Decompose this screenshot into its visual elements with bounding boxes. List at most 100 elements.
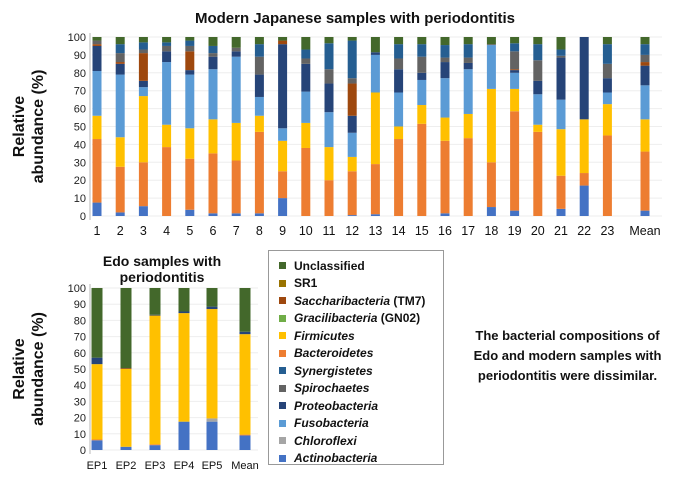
- bar-segment-firmicutes: [417, 105, 427, 124]
- x-tick-label: 19: [508, 224, 522, 238]
- bar-segment-bacteroidetes: [394, 139, 404, 216]
- bar-segment-actinobacteria: [239, 435, 251, 450]
- x-tick-label: 13: [368, 224, 382, 238]
- x-tick-label: 22: [577, 224, 591, 238]
- bar-segment-bacteroidetes: [301, 147, 311, 216]
- bar-segment-synergistetes: [324, 43, 334, 70]
- legend-item-fusobacteria: Fusobacteria: [279, 415, 443, 433]
- bar-segment-bacteroidetes: [208, 153, 218, 214]
- bar-segment-firmicutes: [510, 88, 520, 112]
- x-tick-label: EP4: [174, 460, 195, 472]
- bar-segment-actinobacteria: [440, 213, 450, 216]
- bar-segment-firmicutes: [463, 113, 473, 139]
- bar-segment-fusobacteria: [185, 74, 195, 129]
- bar-segment-unclassified: [463, 37, 473, 45]
- bar-segment-bacteroidetes: [115, 166, 125, 213]
- bar-segment-unclassified: [120, 288, 132, 369]
- chart-title: Edo samples with: [103, 253, 221, 269]
- legend-label: Spirochaetes: [294, 381, 370, 396]
- bar-segment-synergistetes: [463, 44, 473, 58]
- bar-segment-synergistetes: [347, 40, 357, 79]
- bar-segment-proteobacteria: [370, 52, 380, 55]
- x-tick-label: 10: [299, 224, 313, 238]
- bar-segment-actinobacteria: [254, 213, 264, 216]
- bar-segment-saccharibacteria-tm7: [115, 62, 125, 64]
- conclusion-note: The bacterial compositions of Edo and mo…: [450, 326, 685, 386]
- bar-segment-unclassified: [533, 37, 543, 45]
- bar-segment-bacteroidetes: [278, 171, 288, 199]
- bar-segment-fusobacteria: [602, 92, 612, 105]
- legend-label: Gracilibacteria: [294, 311, 378, 326]
- bar-segment-spirochaetes: [162, 45, 172, 52]
- bar-segment-actinobacteria: [178, 421, 190, 450]
- bar-segment-spirochaetes: [640, 54, 650, 63]
- legend-swatch: [279, 384, 286, 392]
- bar-segment-unclassified: [149, 288, 161, 315]
- y-tick-label: 50: [74, 122, 86, 134]
- bar-segment-bacteroidetes: [92, 139, 102, 203]
- bar-segment-unclassified: [640, 37, 650, 45]
- chart-title: Modern Japanese samples with periodontit…: [195, 10, 515, 27]
- bar-segment-bacteroidetes: [370, 164, 380, 215]
- bar-segment-spirochaetes: [602, 63, 612, 79]
- bar-segment-fusobacteria: [440, 78, 450, 118]
- legend: Unclassified SR1 Saccharibacteria (TM7) Gra…: [268, 250, 444, 465]
- bar-segment-unclassified: [239, 288, 251, 332]
- x-tick-label: 23: [600, 224, 614, 238]
- bar-segment-firmicutes: [579, 119, 589, 174]
- bar-segment-synergistetes: [208, 45, 218, 54]
- bar-segment-firmicutes: [178, 313, 190, 422]
- bar-segment-synergistetes: [115, 44, 125, 54]
- y-tick-label: 80: [74, 68, 86, 80]
- bar-segment-bacteroidetes: [556, 175, 566, 209]
- legend-label: Bacteroidetes: [294, 346, 374, 361]
- bar-segment-fusobacteria: [208, 69, 218, 120]
- x-tick-label: 7: [233, 224, 240, 238]
- bar-segment-spirochaetes: [138, 49, 148, 54]
- legend-label: Unclassified: [294, 258, 365, 273]
- legend-label: Fusobacteria: [294, 416, 369, 431]
- bar-segment-unclassified: [602, 37, 612, 45]
- bar-segment-fusobacteria: [556, 99, 566, 130]
- bar-segment-actinobacteria: [231, 213, 241, 216]
- bar-segment-unclassified: [370, 37, 380, 53]
- bar-segment-bacteroidetes: [138, 162, 148, 207]
- bar-segment-firmicutes: [347, 156, 357, 172]
- x-tick-label: EP1: [87, 460, 108, 472]
- bar-segment-spirochaetes: [208, 53, 218, 57]
- bar-segment-unclassified: [231, 37, 241, 48]
- bar-segment-proteobacteria: [178, 311, 190, 314]
- y-tick-label: 80: [74, 315, 86, 327]
- legend-label: Saccharibacteria: [294, 293, 391, 308]
- bar-segment-actinobacteria: [579, 185, 589, 216]
- bar-segment-firmicutes: [208, 119, 218, 154]
- bar-segment-actinobacteria: [556, 208, 566, 216]
- bar-segment-unclassified: [324, 37, 334, 44]
- bar-segment-saccharibacteria-tm7: [278, 40, 288, 45]
- x-tick-label: 20: [531, 224, 545, 238]
- bar-segment-spirochaetes: [115, 53, 125, 63]
- bar-segment-synergistetes: [556, 49, 566, 56]
- bar-segment-synergistetes: [301, 49, 311, 59]
- bar-segment-fusobacteria: [417, 79, 427, 106]
- bar-segment-bacteroidetes: [91, 439, 103, 441]
- bar-segment-spirochaetes: [510, 51, 520, 70]
- bar-segment-saccharibacteria-tm7: [347, 83, 357, 116]
- bar-segment-spirochaetes: [231, 47, 241, 52]
- bar-segment-actinobacteria: [640, 210, 650, 216]
- bar-segment-proteobacteria: [510, 70, 520, 73]
- bar-segment-saccharibacteria-tm7: [185, 51, 195, 71]
- y-tick-label: 30: [74, 396, 86, 408]
- bar-segment-bacteroidetes: [231, 160, 241, 214]
- legend-swatch: [279, 454, 286, 462]
- x-tick-label: EP3: [145, 460, 166, 472]
- bar-segment-saccharibacteria-tm7: [92, 44, 102, 46]
- legend-swatch: [279, 437, 286, 445]
- legend-item-proteobacteria: Proteobacteria: [279, 397, 443, 415]
- bar-segment-spirochaetes: [556, 55, 566, 58]
- y-tick-label: 100: [68, 283, 86, 295]
- bar-segment-spirochaetes: [440, 57, 450, 63]
- bar-segment-proteobacteria: [533, 80, 543, 95]
- bar-segment-bacteroidetes: [440, 140, 450, 214]
